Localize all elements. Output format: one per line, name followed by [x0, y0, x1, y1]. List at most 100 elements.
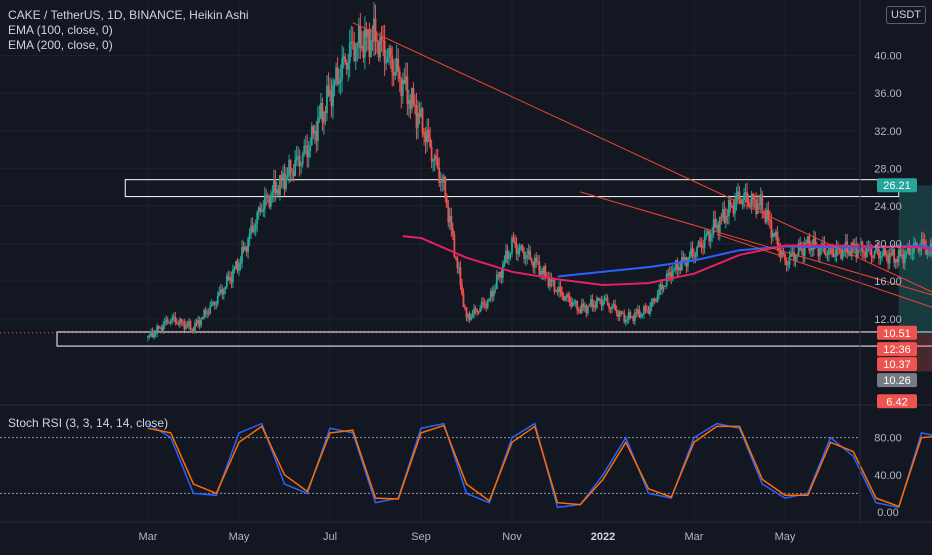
candle-body: [356, 44, 358, 48]
candle-body: [560, 287, 562, 292]
candle-body: [381, 37, 383, 40]
time-tick-label: Mar: [685, 531, 704, 543]
chart-legend: CAKE / TetherUS, 1D, BINANCE, Heikin Ash…: [8, 8, 249, 53]
candle-body: [663, 287, 665, 290]
candle-body: [234, 269, 236, 270]
candle-body: [522, 246, 524, 252]
candle-body: [725, 216, 727, 223]
candle-body: [240, 263, 242, 264]
candle-body: [544, 266, 546, 277]
candle-body: [218, 292, 220, 296]
candle-body: [270, 195, 272, 207]
ema200-label: EMA (200, close, 0): [8, 38, 249, 53]
candle-body: [517, 251, 519, 254]
candle-body: [472, 315, 474, 318]
candle-body: [634, 313, 636, 322]
candle-body: [452, 229, 454, 235]
price-label-text: 10.26: [883, 375, 911, 387]
candle-body: [710, 235, 712, 242]
candle-body: [746, 192, 748, 203]
candle-body: [769, 219, 771, 220]
candle-body: [399, 71, 401, 78]
candle-body: [194, 323, 196, 333]
candle-body: [344, 56, 346, 62]
candle-body: [607, 298, 609, 304]
candle-body: [253, 230, 255, 232]
candle-body: [704, 237, 706, 248]
candle-body: [457, 258, 459, 268]
candle-body: [922, 239, 924, 241]
time-tick-label: Mar: [139, 531, 158, 543]
candle-body: [317, 119, 319, 142]
candle-body: [290, 160, 292, 172]
price-label-text: 26.21: [883, 180, 911, 192]
candle-body: [470, 317, 472, 320]
time-tick-label: 2022: [591, 531, 615, 543]
candle-body: [385, 63, 387, 64]
candle-body: [866, 248, 868, 257]
candle-body: [646, 310, 648, 311]
candle-body: [200, 319, 202, 325]
candle-body: [347, 63, 349, 70]
candle-body: [863, 251, 865, 252]
rsi-tick-label: 40.00: [874, 470, 902, 482]
candle-body: [508, 254, 510, 259]
candle-body: [475, 308, 477, 309]
candle-body: [176, 322, 178, 323]
candle-body: [786, 260, 788, 265]
candle-body: [645, 306, 647, 309]
candle-body: [752, 194, 754, 199]
candle-body: [217, 296, 219, 304]
candle-body: [428, 130, 430, 137]
candle-body: [699, 242, 701, 245]
candle-body: [510, 253, 512, 254]
ema100-label: EMA (100, close, 0): [8, 23, 249, 38]
candle-body: [514, 242, 516, 245]
currency-button[interactable]: USDT: [886, 6, 926, 24]
candle-body: [352, 41, 354, 42]
candle-body: [905, 251, 907, 252]
candle-body: [296, 157, 298, 160]
candle-body: [696, 247, 698, 256]
candle-body: [564, 297, 566, 300]
candle-body: [886, 254, 888, 255]
candle-body: [256, 212, 258, 224]
candle-body: [783, 252, 785, 254]
candle-body: [164, 322, 166, 325]
candle-body: [502, 265, 504, 278]
candle-body: [349, 43, 351, 62]
candle-body: [587, 305, 589, 313]
candle-body: [414, 104, 416, 105]
price-tick-label: 24.00: [874, 201, 902, 213]
candle-body: [739, 192, 741, 200]
candle-body: [719, 217, 721, 233]
candle-body: [924, 241, 926, 245]
candle-body: [224, 287, 226, 290]
candle-body: [262, 209, 264, 211]
candle-body: [432, 161, 434, 162]
candle-body: [271, 193, 273, 195]
candle-body: [872, 257, 874, 258]
candle-body: [763, 210, 765, 211]
candle-body: [300, 164, 302, 166]
candle-body: [167, 319, 169, 322]
candle-body: [340, 79, 342, 82]
candle-body: [359, 26, 361, 48]
candle-body: [889, 253, 891, 263]
candle-body: [789, 257, 791, 265]
candle-body: [455, 257, 457, 258]
candle-body: [569, 297, 571, 302]
candle-body: [871, 249, 873, 257]
price-label-text: 12:36: [883, 344, 911, 356]
candle-body: [919, 248, 921, 251]
candle-body: [341, 58, 343, 78]
price-label-text: 10.37: [883, 359, 911, 371]
candle-body: [429, 138, 431, 147]
candle-body: [701, 244, 703, 247]
candle-body: [232, 270, 234, 283]
candle-body: [162, 325, 164, 331]
candle-body: [567, 294, 569, 296]
price-tick-label: 20.00: [874, 239, 902, 251]
